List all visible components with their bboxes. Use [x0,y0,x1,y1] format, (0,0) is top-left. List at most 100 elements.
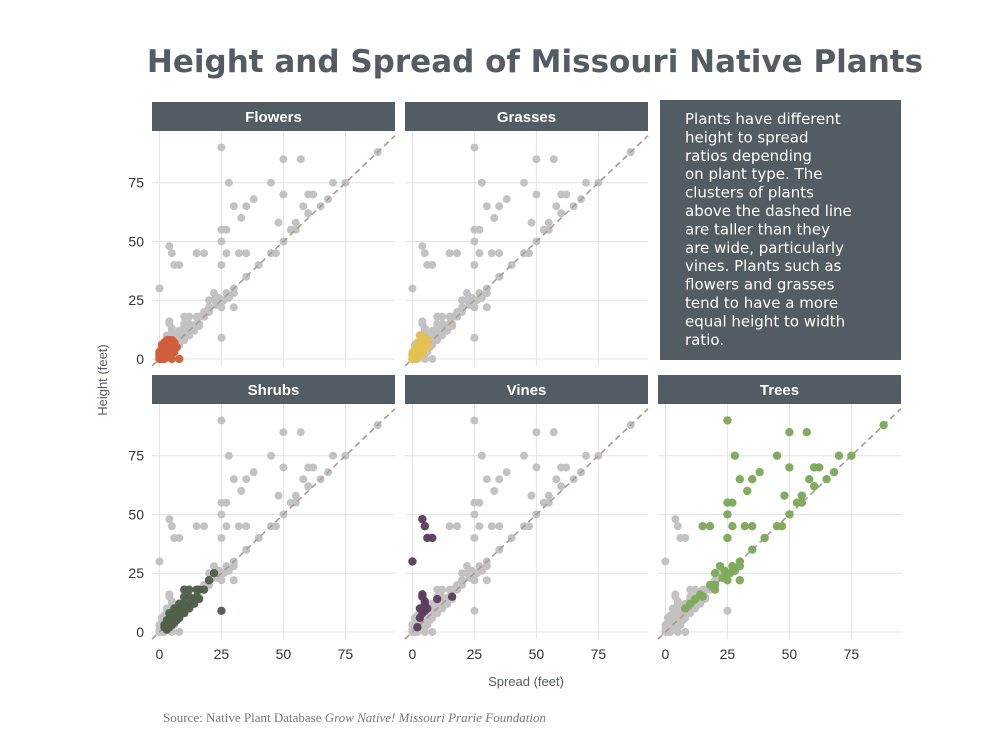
data-point-flowers [167,354,177,364]
diagonal-line [404,135,649,367]
bg-point [200,249,209,258]
bg-point [299,475,308,484]
note-line: vines. Plants such as [685,257,842,275]
bg-point [520,178,529,187]
bg-point [552,202,561,211]
bg-point [502,195,511,204]
bg-point [234,522,243,531]
bg-point [229,303,238,312]
data-point-shrubs [194,594,204,604]
bg-point [723,606,732,615]
bg-point [453,249,462,258]
data-point-vines [428,533,437,543]
data-point-trees [805,475,814,484]
bg-point [242,522,251,531]
data-point-vines [433,594,442,604]
bg-point [271,522,280,531]
bg-point [448,312,457,321]
note-line: ratio. [685,331,724,349]
bg-point [475,522,484,531]
bg-point [495,522,504,531]
data-point-trees [710,585,720,594]
data-point-trees [705,522,715,531]
bg-point [438,604,447,613]
data-point-grasses [423,335,432,345]
note-line: Plants have different [685,110,841,128]
bg-point [527,218,536,227]
data-point-trees [735,557,745,566]
data-point-trees [785,463,794,472]
data-point-trees [785,510,794,519]
bg-point [279,155,288,164]
data-point-trees [735,475,745,484]
bg-point [676,620,685,629]
y-tick-label: 75 [128,175,144,191]
bg-point [477,178,486,187]
data-point-trees [777,522,787,531]
bg-point [304,482,313,491]
strip-trees [658,375,901,404]
data-point-flowers [162,335,172,345]
bg-point [470,416,479,425]
x-tick-label: 50 [276,646,292,662]
data-point-trees [760,533,769,543]
bg-point [185,331,194,340]
y-tick-label: 0 [136,351,144,367]
bg-point [582,451,591,460]
bg-point [192,249,201,258]
data-point-vines [420,522,430,531]
bg-point [475,562,484,571]
bg-point [487,522,496,531]
data-point-trees [834,451,844,460]
chart-title: Height and Spread of Missouri Native Pla… [147,44,923,80]
bg-point [470,606,479,615]
y-tick-label: 25 [128,565,144,581]
bg-point [408,284,417,293]
data-point-grasses [423,343,432,352]
bg-point [291,491,300,500]
data-point-flowers [175,354,184,364]
data-point-vines [418,590,427,599]
bg-point [673,627,682,636]
y-tick-label: 25 [128,292,144,308]
data-point-grasses [413,340,422,350]
data-point-shrubs [165,608,174,618]
bg-point [420,627,429,636]
bg-point [433,322,442,331]
data-point-trees [728,522,737,531]
bg-point [155,284,164,293]
bg-point [222,498,231,507]
bg-point [524,522,533,531]
data-point-trees [785,428,794,437]
data-point-vines [408,557,417,566]
data-point-shrubs [175,599,184,608]
bg-point [274,491,283,500]
bg-point [175,533,184,542]
bg-point [470,260,479,269]
data-point-trees [797,498,807,507]
bg-point [661,557,670,566]
bg-point [470,143,479,152]
bg-point [438,312,447,321]
bg-point [462,562,471,571]
bg-point [165,590,174,599]
note-line: equal height to width [685,312,845,330]
bg-point [475,225,484,234]
bg-point [222,225,231,234]
bg-point [309,190,318,199]
bg-point [279,190,288,199]
x-tick-label: 75 [591,646,607,662]
x-tick-label: 0 [662,646,670,662]
bg-point [490,213,499,222]
bg-point [495,475,504,484]
note-line: are wide, particularly [685,239,844,257]
strip-label-shrubs: Shrubs [248,382,300,399]
bg-point [304,209,313,218]
note-box [660,100,901,360]
note-line: above the dashed line [685,202,852,220]
bg-point [185,312,194,321]
bg-point [418,317,427,326]
data-point-trees [698,522,707,531]
bg-point [296,428,305,437]
bg-point [222,249,231,258]
